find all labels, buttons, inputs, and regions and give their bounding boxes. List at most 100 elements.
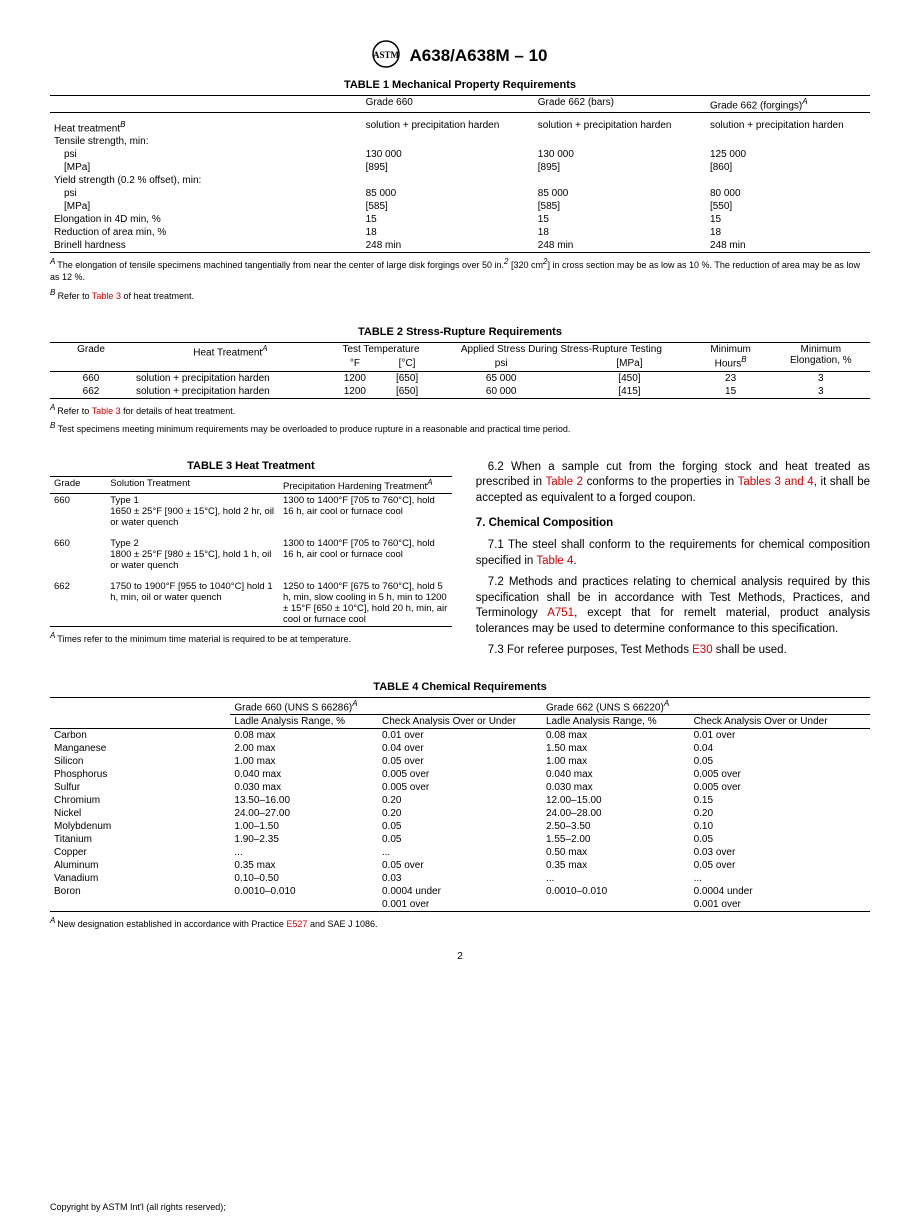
table3: Grade Solution Treatment Precipitation H… bbox=[50, 476, 452, 627]
t4-cell: 0.040 max bbox=[230, 768, 378, 781]
t3-foot: A Times refer to the minimum time materi… bbox=[50, 631, 452, 646]
t1-cell: 15 bbox=[706, 213, 870, 226]
t2-h-elong: Minimum Elongation, % bbox=[772, 343, 870, 371]
t3-sol: Type 1 1650 ± 25°F [900 ± 15°C], hold 2 … bbox=[106, 494, 279, 530]
t4-cell: 0.04 bbox=[690, 742, 870, 755]
table4: Grade 660 (UNS S 66286)A Grade 662 (UNS … bbox=[50, 697, 870, 912]
t4-cell: 0.05 bbox=[690, 833, 870, 846]
t4-cell: Vanadium bbox=[50, 872, 230, 885]
t1-cell: 18 bbox=[534, 226, 706, 239]
t2-h-heat: Heat TreatmentA bbox=[132, 343, 329, 371]
doc-title: A638/A638M – 10 bbox=[410, 46, 548, 66]
t1-col1: Grade 660 bbox=[362, 96, 534, 113]
t4-cell: 0.08 max bbox=[230, 728, 378, 742]
t4-cell: 0.005 over bbox=[690, 781, 870, 794]
t4-cell: 0.05 bbox=[690, 755, 870, 768]
t2-footA: A Refer to Table 3 for details of heat t… bbox=[50, 403, 870, 418]
t3-sol: 1750 to 1900°F [955 to 1040°C] hold 1 h,… bbox=[106, 580, 279, 627]
t4-cell: Sulfur bbox=[50, 781, 230, 794]
t3-sol: Type 2 1800 ± 25°F [980 ± 15°C], hold 1 … bbox=[106, 537, 279, 572]
page-number: 2 bbox=[50, 951, 870, 962]
t2-h-grade: Grade bbox=[50, 343, 132, 371]
t1-row-label: Yield strength (0.2 % offset), min: bbox=[50, 174, 362, 187]
t4-cell: 0.35 max bbox=[542, 859, 690, 872]
t4-cell: Phosphorus bbox=[50, 768, 230, 781]
t4-cell: 0.03 bbox=[378, 872, 542, 885]
t4-cell: 0.20 bbox=[690, 807, 870, 820]
t4-cell: 0.005 over bbox=[378, 768, 542, 781]
t2-cell: [415] bbox=[569, 385, 689, 399]
t3-grade: 660 bbox=[50, 494, 106, 530]
t4-cell: 0.03 over bbox=[690, 846, 870, 859]
t4-cell: 0.0010–0.010 bbox=[542, 885, 690, 898]
t2-cell: [650] bbox=[381, 371, 433, 385]
t1-cell: 15 bbox=[362, 213, 534, 226]
t1-cell: [895] bbox=[362, 161, 534, 174]
t4-cell: Silicon bbox=[50, 755, 230, 768]
doc-header: ASTM A638/A638M – 10 bbox=[50, 40, 870, 71]
t2-cell: 662 bbox=[50, 385, 132, 399]
t4-cell: 0.005 over bbox=[690, 768, 870, 781]
t1-row-label: psi bbox=[50, 148, 362, 161]
t4-cell: 2.00 max bbox=[230, 742, 378, 755]
t4-cell: 0.20 bbox=[378, 794, 542, 807]
t1-row-label: Brinell hardness bbox=[50, 239, 362, 253]
t3-grade: 662 bbox=[50, 580, 106, 627]
t2-cell: solution + precipitation harden bbox=[132, 385, 329, 399]
t1-cell bbox=[534, 135, 706, 148]
t1-cell bbox=[362, 174, 534, 187]
table2: Grade Heat TreatmentA Test Temperature A… bbox=[50, 342, 870, 398]
t1-cell: solution + precipitation harden bbox=[706, 119, 870, 135]
t4-cell bbox=[230, 898, 378, 912]
t1-row-label: [MPa] bbox=[50, 200, 362, 213]
t1-cell: 18 bbox=[362, 226, 534, 239]
t4-cell: 13.50–16.00 bbox=[230, 794, 378, 807]
t2-cell: 3 bbox=[772, 385, 870, 399]
t1-cell: 248 min bbox=[706, 239, 870, 253]
t4-cell: 0.030 max bbox=[542, 781, 690, 794]
t3-prec: 1300 to 1400°F [705 to 760°C], hold 16 h… bbox=[279, 537, 452, 572]
t3-prec: 1250 to 1400°F [675 to 760°C], hold 5 h,… bbox=[279, 580, 452, 627]
t4-cell: 24.00–27.00 bbox=[230, 807, 378, 820]
t4-cell: 0.001 over bbox=[378, 898, 542, 912]
t1-cell: 18 bbox=[706, 226, 870, 239]
t4-cell: Chromium bbox=[50, 794, 230, 807]
t1-row-label: Elongation in 4D min, % bbox=[50, 213, 362, 226]
t1-footA: A The elongation of tensile specimens ma… bbox=[50, 257, 870, 283]
t2-cell: [650] bbox=[381, 385, 433, 399]
t4-cell: 2.50–3.50 bbox=[542, 820, 690, 833]
t4-cell: Molybdenum bbox=[50, 820, 230, 833]
t1-row-label: Heat treatmentB bbox=[50, 119, 362, 135]
t1-cell: solution + precipitation harden bbox=[362, 119, 534, 135]
astm-logo: ASTM bbox=[372, 40, 400, 71]
t2-cell: 1200 bbox=[329, 371, 381, 385]
t1-cell: [550] bbox=[706, 200, 870, 213]
t4-cell: ... bbox=[690, 872, 870, 885]
t1-row-label: psi bbox=[50, 187, 362, 200]
table4-title: TABLE 4 Chemical Requirements bbox=[50, 681, 870, 693]
t1-row-label: Tensile strength, min: bbox=[50, 135, 362, 148]
t4-cell: 0.05 over bbox=[378, 755, 542, 768]
t2-h-temp: Test Temperature bbox=[329, 343, 433, 357]
table1: Grade 660 Grade 662 (bars) Grade 662 (fo… bbox=[50, 95, 870, 253]
t1-row-label: Reduction of area min, % bbox=[50, 226, 362, 239]
t4-cell: 0.35 max bbox=[230, 859, 378, 872]
t1-col2: Grade 662 (bars) bbox=[534, 96, 706, 113]
t1-cell: 85 000 bbox=[534, 187, 706, 200]
t2-cell: 60 000 bbox=[433, 385, 569, 399]
t2-cell: 65 000 bbox=[433, 371, 569, 385]
p73: 7.3 For referee purposes, Test Methods E… bbox=[476, 643, 870, 659]
t4-cell: 0.005 over bbox=[378, 781, 542, 794]
t4-cell: 0.0004 under bbox=[378, 885, 542, 898]
t4-cell: Aluminum bbox=[50, 859, 230, 872]
t2-cell: 660 bbox=[50, 371, 132, 385]
t4-cell: Copper bbox=[50, 846, 230, 859]
t1-cell bbox=[534, 174, 706, 187]
t4-cell: 1.55–2.00 bbox=[542, 833, 690, 846]
t4-foot: A New designation established in accorda… bbox=[50, 916, 870, 931]
t1-cell: 80 000 bbox=[706, 187, 870, 200]
t2-h-stress: Applied Stress During Stress-Rupture Tes… bbox=[433, 343, 689, 357]
t1-cell bbox=[706, 135, 870, 148]
t1-cell: 248 min bbox=[534, 239, 706, 253]
t4-cell: 0.0004 under bbox=[690, 885, 870, 898]
